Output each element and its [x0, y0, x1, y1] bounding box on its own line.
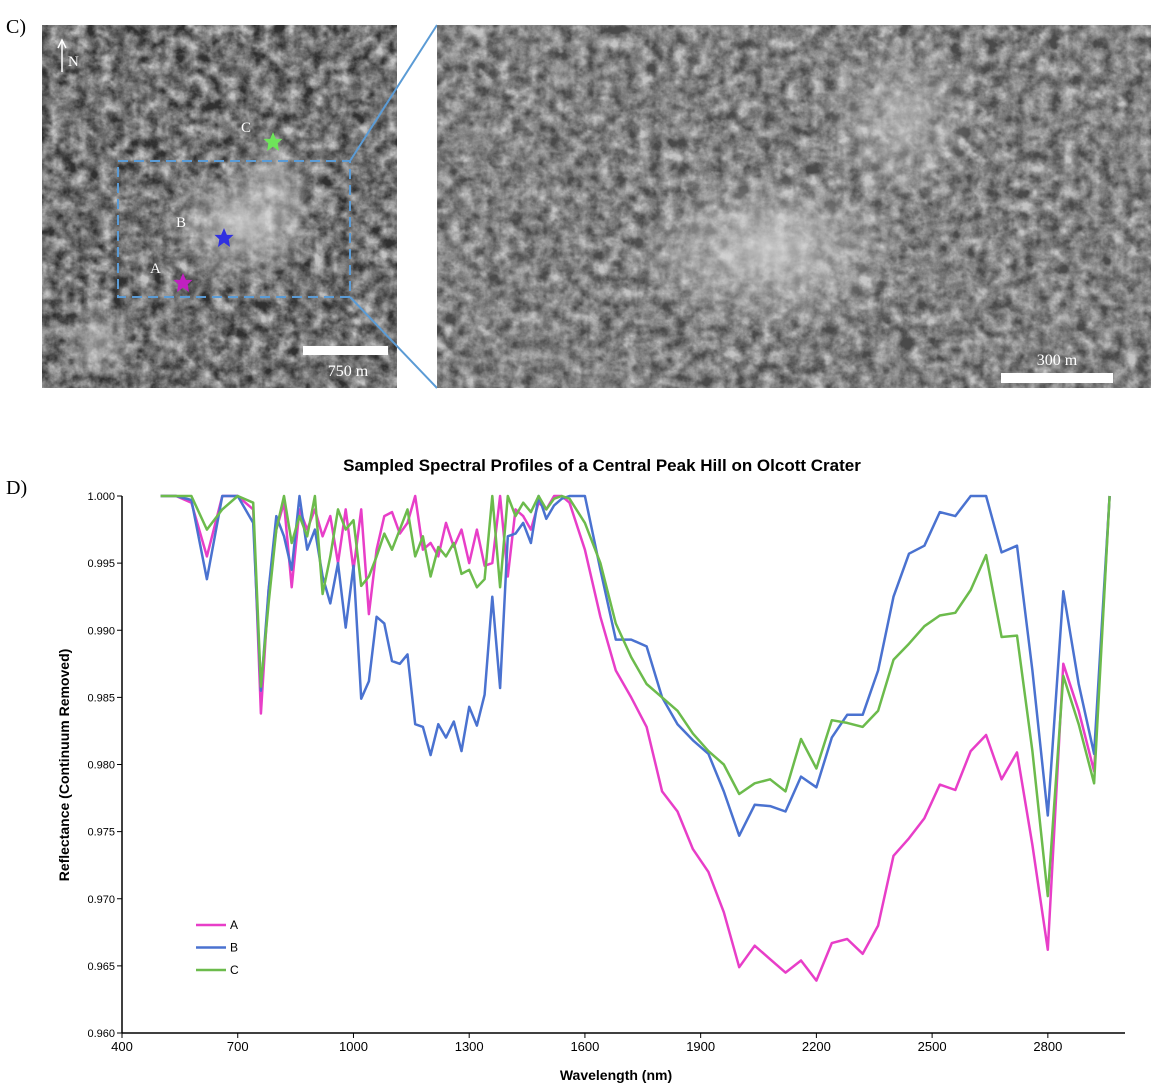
legend-label: C: [230, 963, 239, 977]
x-tick-label: 1900: [686, 1039, 715, 1054]
x-tick-label: 2200: [802, 1039, 831, 1054]
series-line: [160, 494, 1111, 837]
x-tick-label: 700: [227, 1039, 249, 1054]
x-tick-label: 1000: [339, 1039, 368, 1054]
point-label: C: [241, 120, 251, 136]
y-tick-label: 0.980: [87, 760, 115, 772]
y-tick-label: 0.960: [87, 1028, 115, 1040]
y-tick-label: 0.970: [87, 894, 115, 906]
panel-label: C): [6, 16, 26, 38]
series-line: [160, 494, 1111, 982]
panel-label: D): [6, 477, 27, 499]
legend-label: B: [230, 941, 238, 955]
point-label: A: [150, 261, 161, 277]
north-label: N: [68, 54, 79, 70]
scale-label: 750 m: [328, 363, 369, 380]
y-tick-label: 0.990: [87, 625, 115, 637]
y-tick-label: 0.975: [87, 827, 115, 839]
x-tick-label: 1300: [455, 1039, 484, 1054]
left-image: [42, 25, 397, 388]
point-label: B: [176, 215, 186, 231]
y-tick-label: 0.965: [87, 961, 115, 973]
x-axis-label: Wavelength (nm): [560, 1067, 672, 1083]
x-tick-label: 1600: [570, 1039, 599, 1054]
x-tick-label: 2800: [1033, 1039, 1062, 1054]
y-tick-label: 0.985: [87, 692, 115, 704]
scale-label: 300 m: [1037, 352, 1078, 369]
x-tick-label: 400: [111, 1039, 133, 1054]
right-image: [437, 25, 1151, 388]
chart-title: Sampled Spectral Profiles of a Central P…: [343, 456, 861, 475]
chart: Sampled Spectral Profiles of a Central P…: [56, 456, 1125, 1083]
series-line: [160, 494, 1111, 898]
x-tick-label: 2500: [918, 1039, 947, 1054]
legend-label: A: [230, 918, 238, 932]
y-tick-label: 1.000: [87, 491, 115, 503]
y-tick-label: 0.995: [87, 558, 115, 570]
y-axis-label: Reflectance (Continuum Removed): [56, 649, 72, 882]
